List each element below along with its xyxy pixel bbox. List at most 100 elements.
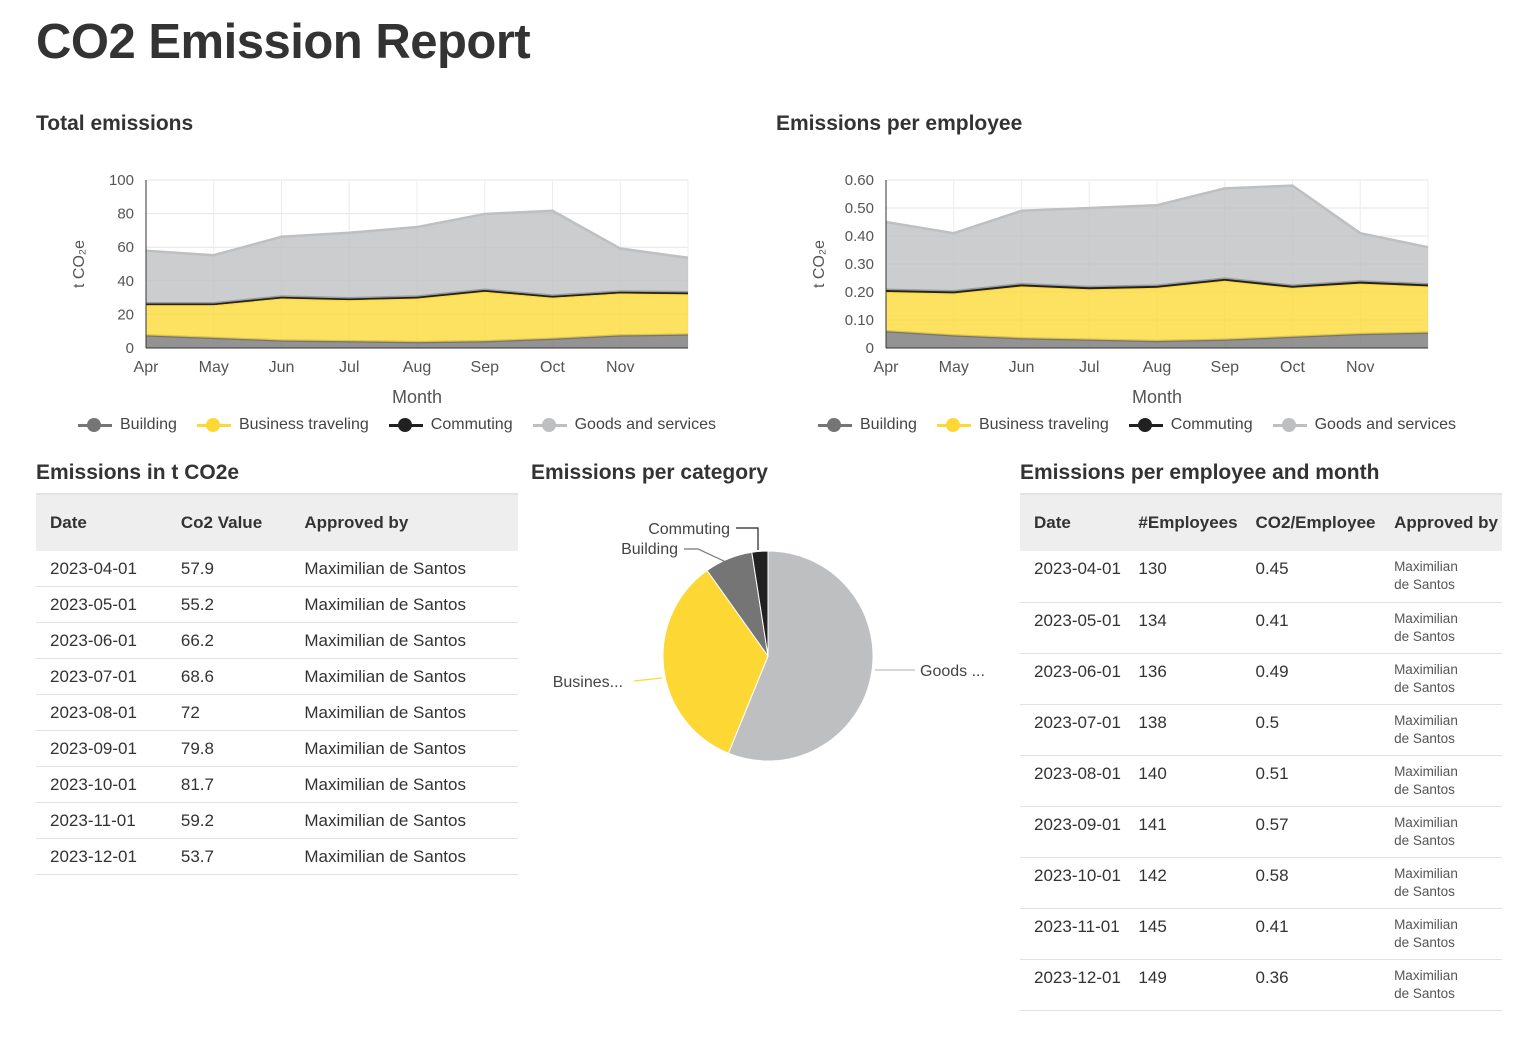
pie-label: Goods ... <box>920 663 985 680</box>
table-cell: 81.7 <box>166 766 291 803</box>
legend-item-business-traveling[interactable]: Business traveling <box>196 416 369 434</box>
table-row[interactable]: 2023-05-01 55.2 Maximilian de Santos <box>36 586 518 623</box>
table-row[interactable]: 2023-04-01 57.9 Maximilian de Santos <box>36 551 518 587</box>
category-pie-chart: Goods ... Busines... Building Commuting <box>553 521 985 762</box>
x-tick-label: May <box>199 359 229 376</box>
table-cell: 2023-09-01 <box>1020 806 1125 858</box>
y-axis-label: t CO₂e <box>811 240 828 288</box>
table-cell: Maximilian de Santos <box>290 658 518 695</box>
table-cell-approver: Maximilian de Santos <box>1380 857 1502 909</box>
table-cell: 140 <box>1124 755 1242 807</box>
table-cell-approver: Maximilian de Santos <box>1380 602 1502 654</box>
table-cell: 0.41 <box>1241 602 1381 654</box>
pie-slice-commuting[interactable] <box>751 550 769 657</box>
x-axis-label: Month <box>392 387 442 407</box>
legend-item-commuting[interactable]: Commuting <box>388 416 513 434</box>
table-cell-approver: Maximilian de Santos <box>1380 755 1502 807</box>
pie-label: Commuting <box>648 521 730 538</box>
y-tick-label: 0.30 <box>845 256 874 273</box>
y-tick-label: 0.10 <box>845 312 874 329</box>
legend-swatch-icon <box>936 418 971 432</box>
table-row[interactable]: 2023-12-01 149 0.36 Maximilian de Santos <box>1020 959 1502 1011</box>
table-row[interactable]: 2023-04-01 130 0.45 Maximilian de Santos <box>1020 551 1502 603</box>
legend-item-goods-and-services[interactable]: Goods and services <box>532 416 716 434</box>
legend-item-business-traveling[interactable]: Business traveling <box>936 416 1109 434</box>
table-row[interactable]: 2023-08-01 140 0.51 Maximilian de Santos <box>1020 755 1502 807</box>
per-employee-title: Emissions per employee <box>776 112 1023 135</box>
column-header[interactable]: CO2/Employee <box>1241 495 1381 551</box>
approver-second-line: de Santos <box>1394 577 1455 592</box>
employee-table-wrapper: Date #Employees CO2/Employee Approved by 20… <box>1020 493 1502 1011</box>
approver-second-line: de Santos <box>1394 730 1455 746</box>
legend-item-commuting[interactable]: Commuting <box>1128 416 1253 434</box>
table-cell: 138 <box>1124 704 1242 756</box>
table-cell: 72 <box>166 694 291 731</box>
column-header[interactable]: Date <box>1020 495 1125 551</box>
table-row[interactable]: 2023-10-01 81.7 Maximilian de Santos <box>36 766 518 803</box>
legend-item-goods-and-services[interactable]: Goods and services <box>1272 416 1456 434</box>
table-cell: 0.36 <box>1241 959 1381 1011</box>
table-row[interactable]: 2023-11-01 145 0.41 Maximilian de Santos <box>1020 908 1502 960</box>
page-title: CO2 Emission Report <box>36 15 531 69</box>
area-business-traveling <box>886 280 1428 341</box>
y-tick-label: 20 <box>117 306 134 323</box>
table-cell: Maximilian de Santos <box>290 766 518 803</box>
legend-label: Business traveling <box>978 416 1109 433</box>
legend-label: Business traveling <box>238 416 369 433</box>
table-cell: 134 <box>1124 602 1242 654</box>
legend-item-building[interactable]: Building <box>78 416 177 434</box>
column-header[interactable]: Date <box>36 495 167 551</box>
table-cell: 55.2 <box>166 586 291 623</box>
table-cell: Maximilian de Santos <box>290 694 518 731</box>
table-cell: 2023-05-01 <box>1020 602 1125 654</box>
approver-first-line: Maximilian <box>1394 763 1458 779</box>
legend-swatch-icon <box>388 418 423 432</box>
x-tick-label: Sep <box>1211 359 1240 376</box>
pie-label: Busines... <box>553 674 623 691</box>
line-goods-and-services <box>145 209 689 260</box>
pie-slice-goods-and-services[interactable] <box>727 550 874 762</box>
approver-second-line: de Santos <box>1394 985 1455 1001</box>
table-cell: 136 <box>1124 653 1242 705</box>
table-cell: 0.49 <box>1241 653 1381 705</box>
table-cell: 2023-04-01 <box>36 551 167 587</box>
column-header[interactable]: Approved by <box>290 495 518 551</box>
table-row[interactable]: 2023-11-01 59.2 Maximilian de Santos <box>36 802 518 839</box>
area-building <box>146 334 688 348</box>
table-cell: Maximilian de Santos <box>290 802 518 839</box>
pie-slice-business-traveling[interactable] <box>662 569 769 754</box>
table-row[interactable]: 2023-12-01 53.7 Maximilian de Santos <box>36 838 518 875</box>
table-row[interactable]: 2023-06-01 136 0.49 Maximilian de Santos <box>1020 653 1502 705</box>
column-header[interactable]: Co2 Value <box>166 495 291 551</box>
approver-first-line: Maximilian <box>1394 610 1458 626</box>
legend-item-building[interactable]: Building <box>818 416 917 434</box>
approver-second-line: de Santos <box>1394 832 1455 848</box>
table-cell: 2023-08-01 <box>1020 755 1125 807</box>
column-header[interactable]: Approved by <box>1380 495 1502 551</box>
table-row[interactable]: 2023-06-01 66.2 Maximilian de Santos <box>36 622 518 659</box>
column-header[interactable]: #Employees <box>1124 495 1242 551</box>
pie-label: Building <box>621 541 678 558</box>
table-row[interactable]: 2023-07-01 68.6 Maximilian de Santos <box>36 658 518 695</box>
table-row[interactable]: 2023-07-01 138 0.5 Maximilian de Santos <box>1020 704 1502 756</box>
y-tick-label: 0 <box>866 340 874 357</box>
x-tick-label: Aug <box>1143 359 1171 376</box>
table-cell: Maximilian de Santos <box>290 622 518 659</box>
table-cell: 2023-04-01 <box>1020 551 1125 603</box>
emissions-table-title: Emissions in t CO2e <box>36 461 240 484</box>
table-cell: 59.2 <box>166 802 291 839</box>
table-row[interactable]: 2023-09-01 141 0.57 Maximilian de Santos <box>1020 806 1502 858</box>
legend-swatch-icon <box>1272 418 1307 432</box>
table-cell: 2023-11-01 <box>1020 908 1125 960</box>
table-row[interactable]: 2023-05-01 134 0.41 Maximilian de Santos <box>1020 602 1502 654</box>
x-tick-label: Oct <box>540 359 565 376</box>
table-cell: 68.6 <box>166 658 291 695</box>
table-row[interactable]: 2023-10-01 142 0.58 Maximilian de Santos <box>1020 857 1502 909</box>
y-tick-label: 0.40 <box>845 228 874 245</box>
legend-swatch-icon <box>78 418 112 432</box>
x-tick-label: Jul <box>1079 359 1099 376</box>
table-row[interactable]: 2023-09-01 79.8 Maximilian de Santos <box>36 730 518 767</box>
table-row[interactable]: 2023-08-01 72 Maximilian de Santos <box>36 694 518 731</box>
legend-swatch-icon <box>818 418 852 432</box>
table-cell: 0.45 <box>1241 551 1381 603</box>
